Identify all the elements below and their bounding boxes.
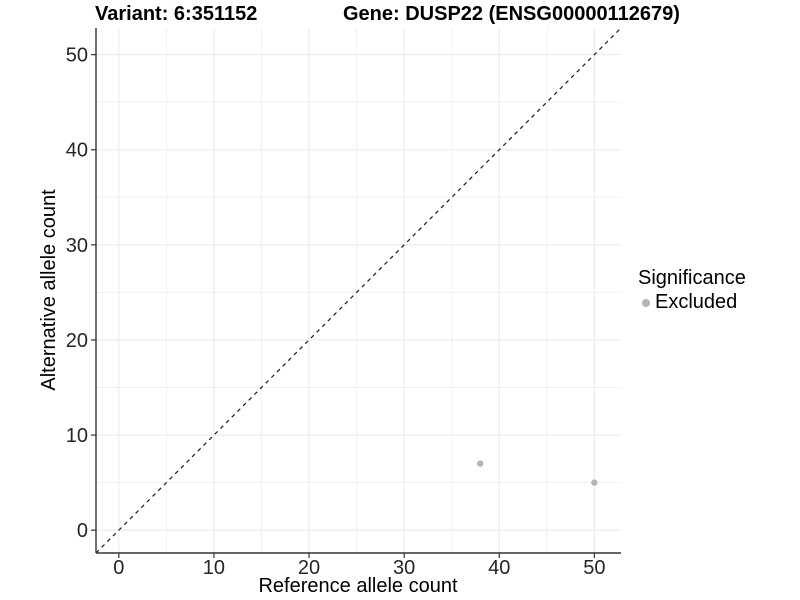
- identity-line-dashed: [95, 27, 622, 554]
- y-tick-label: 20: [66, 330, 88, 352]
- y-tick-label: 0: [77, 520, 88, 542]
- tick-labels: 0 10 20 30 40 50 0 10 20 30 40 50: [66, 45, 606, 579]
- data-point: [591, 479, 598, 486]
- variant-title: Variant: 6:351152: [95, 3, 258, 25]
- y-axis-title: Alternative allele count: [38, 189, 60, 391]
- x-tick-label: 50: [583, 557, 605, 579]
- y-tick-label: 40: [66, 140, 88, 162]
- x-tick-label: 20: [298, 557, 320, 579]
- x-tick-label: 0: [113, 557, 124, 579]
- legend-item-label: Excluded: [655, 291, 738, 313]
- y-tick-label: 50: [66, 45, 88, 67]
- legend-item-excluded: Excluded: [638, 291, 746, 314]
- identity-line: [95, 27, 622, 554]
- legend-title: Significance: [638, 267, 746, 289]
- major-gridlines: [96, 28, 621, 553]
- legend: Significance Excluded: [638, 267, 746, 314]
- y-tick-label: 30: [66, 235, 88, 257]
- tick-marks: [91, 54, 595, 558]
- x-tick-label: 40: [488, 557, 510, 579]
- x-tick-label: 10: [203, 557, 225, 579]
- x-tick-label: 30: [393, 557, 415, 579]
- minor-gridlines: [96, 28, 621, 553]
- axes: [95, 28, 621, 554]
- data-points: [477, 460, 598, 486]
- excluded-point-icon: [642, 298, 650, 307]
- y-tick-label: 10: [66, 425, 88, 447]
- x-axis-title: Reference allele count: [258, 575, 457, 597]
- data-point: [477, 460, 484, 467]
- gene-title: Gene: DUSP22 (ENSG00000112679): [343, 3, 680, 25]
